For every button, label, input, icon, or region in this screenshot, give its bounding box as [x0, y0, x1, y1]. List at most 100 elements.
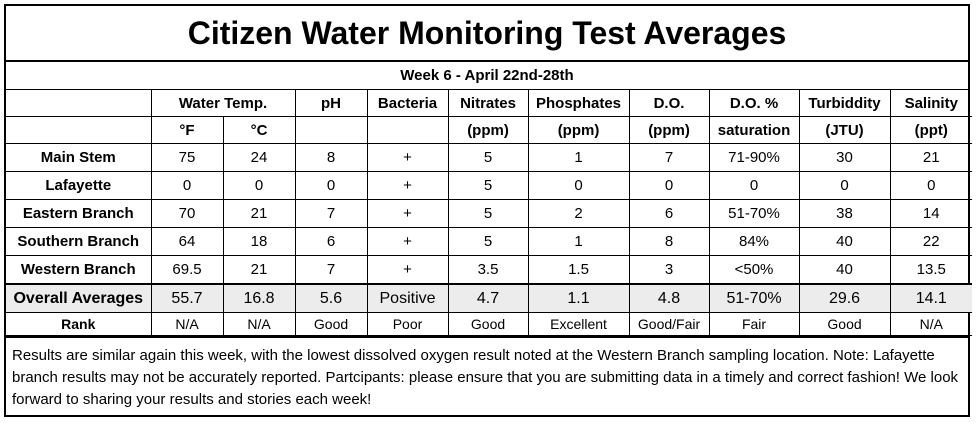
cell-f: 69.5: [150, 255, 224, 285]
cell-phosphates: 0: [527, 171, 630, 200]
units-row: °F °C (ppm) (ppm) (ppm) saturation (JTU)…: [6, 116, 973, 144]
cell-do-pct: 71-90%: [708, 143, 800, 172]
cell-nitrates: 4.7: [447, 283, 529, 313]
cell-f: 70: [150, 199, 224, 228]
header-do: D.O.: [628, 90, 710, 117]
cell-f: 55.7: [150, 283, 224, 313]
header-phosphates: Phosphates: [527, 90, 630, 117]
cell-salinity: 22: [889, 227, 973, 256]
unit-nitrates: (ppm): [447, 116, 529, 144]
cell-salinity: 0: [889, 171, 973, 200]
cell-do: 7: [628, 143, 710, 172]
row-label: Western Branch: [6, 255, 152, 285]
cell-bacteria: Positive: [366, 283, 449, 313]
rank-row: Rank N/A N/A Good Poor Good Excellent Good/Fair…: [6, 312, 973, 336]
cell-turbidity: 30: [798, 143, 891, 172]
page-title: Citizen Water Monitoring Test Averages: [6, 6, 968, 62]
cell-do: 3: [628, 255, 710, 285]
cell-phosphates: 2: [527, 199, 630, 228]
table-row: Southern Branch 64 18 6 +5 1 8 84% 40 22: [6, 227, 973, 256]
report-frame: Citizen Water Monitoring Test Averages W…: [4, 4, 973, 417]
cell-phosphates: 1: [527, 227, 630, 256]
unit-do-pct: saturation: [708, 116, 800, 144]
cell-do-pct: Fair: [708, 312, 800, 336]
cell-ph: 6: [294, 227, 368, 256]
header-ph: pH: [294, 90, 368, 117]
header-do-pct: D.O. %: [708, 90, 800, 117]
cell-turbidity: 40: [798, 227, 891, 256]
cell-do-pct: 0: [708, 171, 800, 200]
unit-phosphates: (ppm): [527, 116, 630, 144]
header-bacteria: Bacteria: [366, 90, 449, 117]
row-label: Lafayette: [6, 171, 152, 200]
cell-turbidity: 38: [798, 199, 891, 228]
header-salinity: Salinity: [889, 90, 973, 117]
unit-salinity: (ppt): [889, 116, 973, 144]
cell-c: 16.8: [222, 283, 296, 313]
cell-salinity: 13.5: [889, 255, 973, 285]
row-label: Overall Averages: [6, 283, 152, 313]
header-nitrates: Nitrates: [447, 90, 529, 117]
unit-turbidity: (JTU): [798, 116, 891, 144]
table-row: Western Branch 69.5 21 7 +3.5 1.5 3 <50% 40 13.5: [6, 255, 973, 285]
cell-do-pct: 51-70%: [708, 199, 800, 228]
cell-do: 4.8: [628, 283, 710, 313]
results-notes: Results are similar again this week, wit…: [6, 336, 968, 411]
cell-do-pct: 84%: [708, 227, 800, 256]
cell-bacteria: +: [366, 199, 449, 228]
row-label: Southern Branch: [6, 227, 152, 256]
cell-do: Good/Fair: [628, 312, 710, 336]
cell-ph: 5.6: [294, 283, 368, 313]
cell-do-pct: 51-70%: [708, 283, 800, 313]
cell-bacteria: Poor: [366, 312, 449, 336]
row-label: Main Stem: [6, 143, 152, 172]
unit-ph: [294, 116, 368, 144]
cell-nitrates: 5: [447, 199, 529, 228]
cell-bacteria: +: [366, 255, 449, 285]
unit-f: °F: [150, 116, 224, 144]
cell-ph: 7: [294, 255, 368, 285]
row-label: Eastern Branch: [6, 199, 152, 228]
cell-nitrates: 5: [447, 143, 529, 172]
header-turbidity: Turbiddity: [798, 90, 891, 117]
averages-row: Overall Averages 55.7 16.8 5.6 Positive 4.7 1.…: [6, 283, 973, 313]
cell-nitrates: 3.5: [447, 255, 529, 285]
table-row: Eastern Branch 70 21 7 +5 2 6 51-70% 38 14: [6, 199, 973, 228]
cell-salinity: 14: [889, 199, 973, 228]
cell-f: 0: [150, 171, 224, 200]
cell-nitrates: 5: [447, 171, 529, 200]
cell-ph: 0: [294, 171, 368, 200]
cell-do: 0: [628, 171, 710, 200]
cell-bacteria: +: [366, 143, 449, 172]
cell-ph: Good: [294, 312, 368, 336]
cell-c: 21: [222, 255, 296, 285]
cell-phosphates: 1.1: [527, 283, 630, 313]
week-subtitle: Week 6 - April 22nd-28th: [6, 62, 968, 90]
cell-do: 8: [628, 227, 710, 256]
cell-phosphates: Excellent: [527, 312, 630, 336]
cell-salinity: N/A: [889, 312, 973, 336]
cell-salinity: 14.1: [889, 283, 973, 313]
cell-do-pct: <50%: [708, 255, 800, 285]
results-table: Water Temp. pH Bacteria Nitrates Phospha…: [6, 90, 973, 336]
cell-c: 21: [222, 199, 296, 228]
cell-ph: 7: [294, 199, 368, 228]
unit-c: °C: [222, 116, 296, 144]
cell-c: 0: [222, 171, 296, 200]
cell-bacteria: +: [366, 171, 449, 200]
cell-c: N/A: [222, 312, 296, 336]
cell-turbidity: 29.6: [798, 283, 891, 313]
cell-c: 24: [222, 143, 296, 172]
cell-phosphates: 1.5: [527, 255, 630, 285]
corner-cell: [6, 90, 152, 117]
cell-f: 64: [150, 227, 224, 256]
cell-salinity: 21: [889, 143, 973, 172]
cell-nitrates: Good: [447, 312, 529, 336]
cell-do: 6: [628, 199, 710, 228]
header-water-temp: Water Temp.: [150, 90, 296, 117]
header-row: Water Temp. pH Bacteria Nitrates Phospha…: [6, 90, 973, 117]
cell-f: N/A: [150, 312, 224, 336]
cell-bacteria: +: [366, 227, 449, 256]
cell-turbidity: 40: [798, 255, 891, 285]
units-corner: [6, 116, 152, 144]
